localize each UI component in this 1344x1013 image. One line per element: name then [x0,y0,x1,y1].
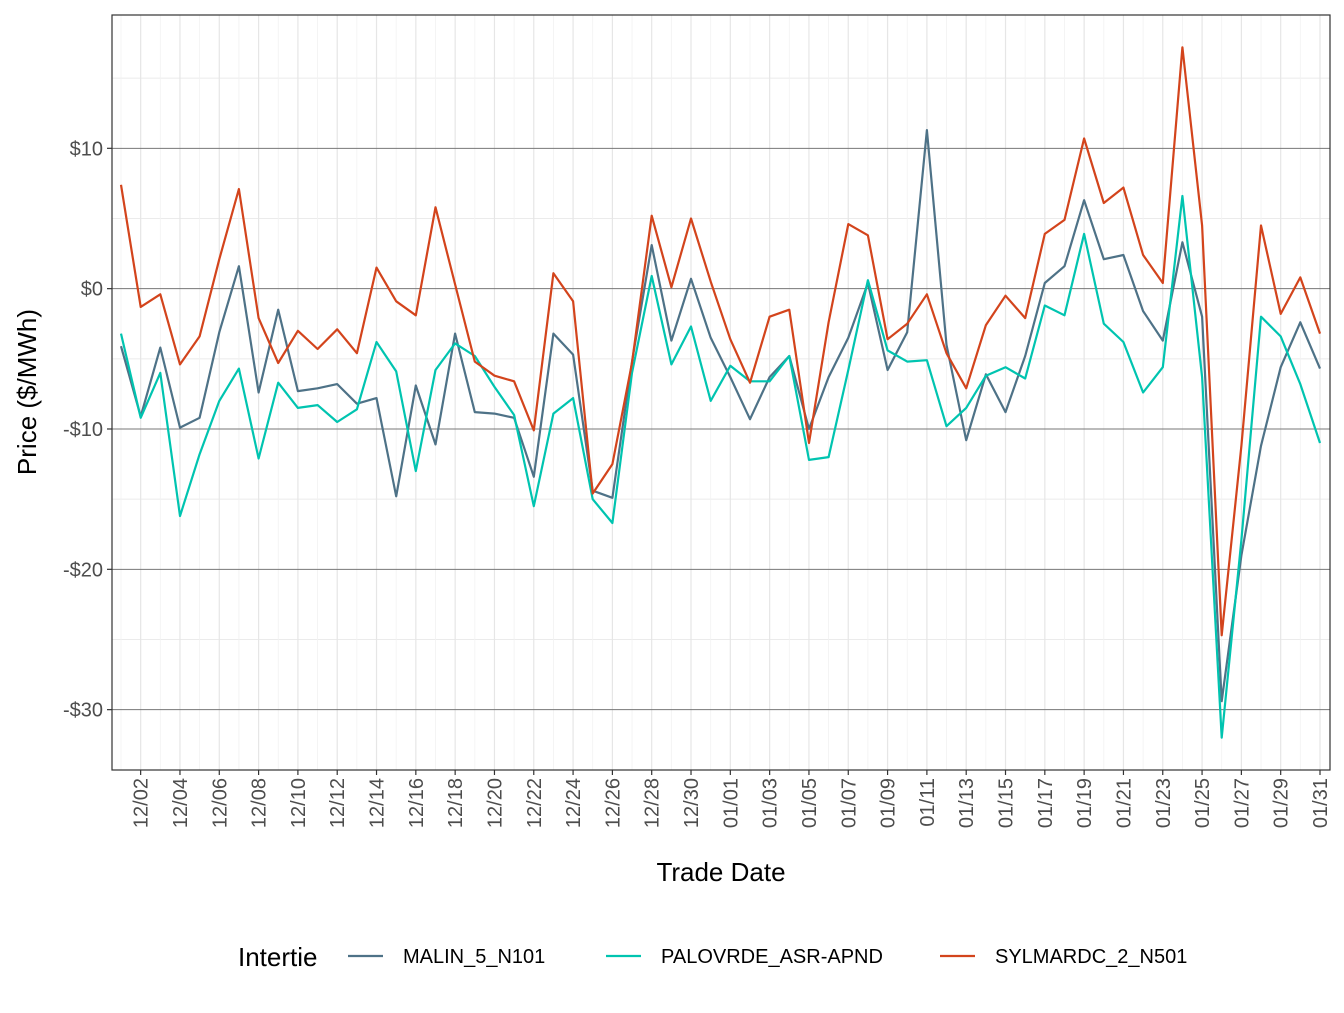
x-tick-label: 12/08 [249,778,271,828]
legend: Intertie MALIN_5_N101 PALOVRDE_ASR-APND SY… [238,942,1187,972]
series-line-palovrde_asr-apnd [119,194,1322,739]
grid [112,15,1330,770]
series-lines [119,46,1322,739]
x-tick-label: 12/18 [445,778,467,828]
legend-item: MALIN_5_N101 [348,946,545,968]
y-axis-title: Price ($/MWh) [12,309,42,475]
x-tick-label: 01/01 [720,778,742,828]
x-tick-label: 01/19 [1074,778,1096,828]
legend-label: SYLMARDC_2_N501 [995,946,1187,968]
x-tick-label: 01/31 [1310,778,1332,828]
legend-title: Intertie [238,942,318,972]
plot-panel-border [111,14,1331,771]
x-tick-label: 01/17 [1035,778,1057,828]
legend-label: PALOVRDE_ASR-APND [661,946,883,968]
y-tick-label: -$20 [63,559,103,581]
x-tick-label: 12/04 [170,778,192,828]
series-line-malin_5_n101 [119,129,1322,703]
x-tick-label: 12/14 [367,778,389,828]
x-tick-label: 01/21 [1113,778,1135,828]
x-tick-label: 12/20 [484,778,506,828]
x-axis-title: Trade Date [656,857,785,887]
legend-item: PALOVRDE_ASR-APND [606,946,883,968]
x-tick-label: 12/30 [681,778,703,828]
x-tick-label: 12/12 [327,778,349,828]
x-tick-label: 01/15 [996,778,1018,828]
x-tick-label: 01/03 [760,778,782,828]
x-tick-label: 12/16 [406,778,428,828]
legend-item: SYLMARDC_2_N501 [940,946,1187,968]
y-tick-label: -$10 [63,419,103,441]
x-tick-label: 01/25 [1192,778,1214,828]
x-tick-label: 12/28 [642,778,664,828]
x-tick-label: 01/09 [878,778,900,828]
y-tick-label: $0 [81,279,103,301]
x-tick-label: 12/22 [524,778,546,828]
x-tick-label: 12/02 [131,778,153,828]
y-tick-label: $10 [70,138,103,160]
legend-label: MALIN_5_N101 [403,946,545,968]
x-tick-label: 01/23 [1153,778,1175,828]
x-tick-label: 01/13 [956,778,978,828]
x-tick-label: 01/27 [1231,778,1253,828]
x-tick-label: 01/29 [1271,778,1293,828]
x-tick-label: 12/24 [563,778,585,828]
series-line-sylmardc_2_n501 [119,46,1322,637]
x-tick-label: 12/10 [288,778,310,828]
x-tick-label: 01/07 [838,778,860,828]
x-tick-label: 12/26 [602,778,624,828]
y-axis: -$30 -$20 -$10 $0 $10 [63,138,112,722]
x-tick-label: 01/05 [799,778,821,828]
y-tick-label: -$30 [63,700,103,722]
x-tick-label: 01/11 [917,778,939,827]
x-tick-label: 12/06 [209,778,231,828]
x-axis: 12/02 12/04 12/06 12/08 12/10 12/12 12/14 12/16… [131,770,1332,828]
